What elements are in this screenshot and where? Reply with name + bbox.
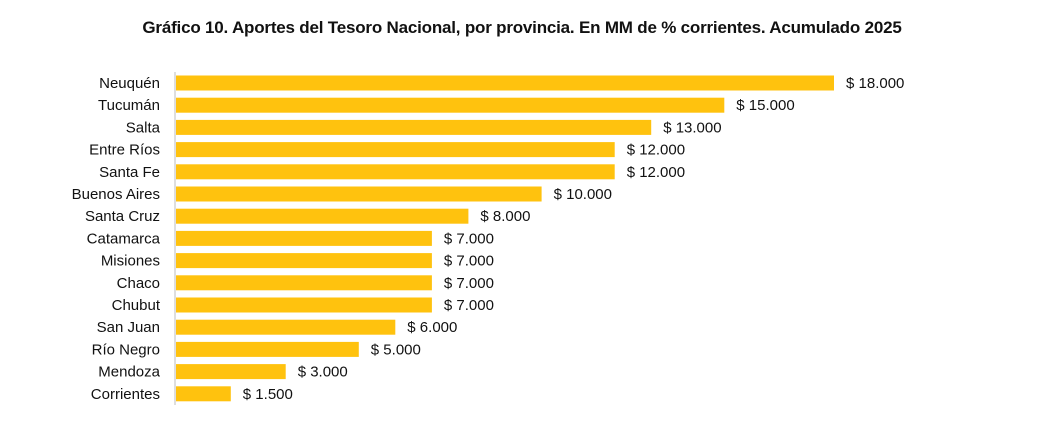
value-label-mendoza: $ 3.000 [298,364,348,381]
bar-mendoza [176,364,286,380]
value-label-chaco: $ 7.000 [444,275,494,292]
category-label-misiones: Misiones [101,253,160,270]
category-label-tucuman: Tucumán [98,97,160,114]
category-label-santa-fe: Santa Fe [99,164,160,181]
value-label-salta: $ 13.000 [663,119,721,136]
category-label-corrientes: Corrientes [91,386,160,403]
category-label-rio-negro: Río Negro [92,341,160,358]
bar-chaco [176,275,432,291]
category-label-entre-rios: Entre Ríos [89,142,160,159]
value-label-entre-rios: $ 12.000 [627,142,685,159]
bar-san-juan [176,319,396,335]
category-label-santa-cruz: Santa Cruz [85,208,160,225]
bar-misiones [176,253,432,269]
bar-chubut [176,297,432,313]
bar-entre-rios [176,142,615,158]
bar-rio-negro [176,341,359,357]
value-label-san-juan: $ 6.000 [407,319,457,336]
category-label-salta: Salta [126,119,161,136]
value-label-catamarca: $ 7.000 [444,230,494,247]
bar-catamarca [176,230,432,246]
value-label-neuquen: $ 18.000 [846,75,904,92]
value-label-rio-negro: $ 5.000 [371,341,421,358]
value-labels-group: $ 18.000 $ 15.000 $ 13.000 $ 12.000 $ 12.000… [243,75,905,403]
chart-title: Gráfico 10. Aportes del Tesoro Nacional,… [142,18,902,37]
value-label-santa-fe: $ 12.000 [627,164,685,181]
category-label-catamarca: Catamarca [87,230,161,247]
bars-group [176,75,834,402]
category-label-mendoza: Mendoza [98,364,160,381]
category-label-buenos-aires: Buenos Aires [72,186,160,203]
value-label-misiones: $ 7.000 [444,253,494,270]
bar-tucuman [176,97,725,113]
category-label-san-juan: San Juan [97,319,160,336]
category-label-chaco: Chaco [117,275,160,292]
value-label-tucuman: $ 15.000 [736,97,794,114]
bar-neuquen [176,75,834,91]
bar-buenos-aires [176,186,542,202]
category-label-neuquen: Neuquén [99,75,160,92]
value-label-corrientes: $ 1.500 [243,386,293,403]
bar-salta [176,119,652,135]
value-label-chubut: $ 7.000 [444,297,494,314]
category-labels-group: Neuquén Tucumán Salta Entre Ríos Santa Fe Bue… [72,75,161,403]
value-label-santa-cruz: $ 8.000 [480,208,530,225]
category-label-chubut: Chubut [112,297,161,314]
bar-santa-fe [176,164,615,180]
bar-santa-cruz [176,208,469,224]
bar-corrientes [176,386,231,402]
value-label-buenos-aires: $ 10.000 [554,186,612,203]
